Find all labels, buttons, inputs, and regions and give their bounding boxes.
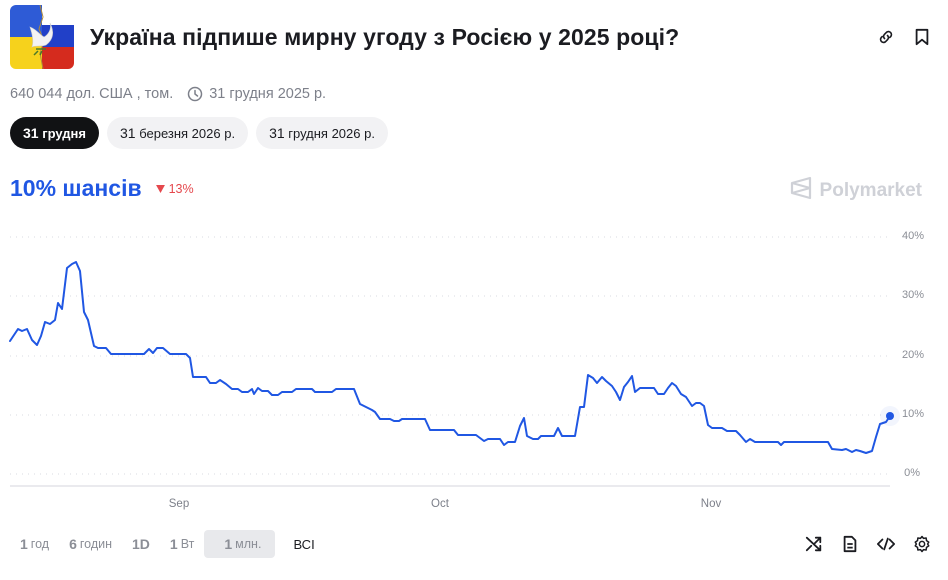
x-tick-nov: Nov (700, 498, 722, 510)
date-tab-31-december-2026[interactable]: 31 грудня 2026 р. (256, 117, 388, 149)
volume-text: 640 044 дол. США , том. (10, 86, 174, 102)
header-actions (876, 27, 932, 47)
document-icon[interactable] (840, 534, 860, 554)
bookmark-icon[interactable] (912, 27, 932, 47)
end-point-dot (886, 412, 894, 420)
y-tick-20: 20% (901, 349, 924, 361)
market-header: Україна підпише мирну угоду з Росією у 2… (10, 5, 940, 69)
polymarket-watermark: Polymarket (790, 176, 922, 206)
chance-value: 10% шансів (10, 175, 142, 201)
x-tick-oct: Oct (431, 498, 449, 510)
range-6-hours[interactable]: 6 годин (69, 536, 113, 552)
range-1-week[interactable]: 1 Вт (169, 536, 195, 552)
chance-delta: 13% (155, 182, 194, 196)
range-1-day[interactable]: 1D (132, 536, 150, 552)
y-tick-40: 40% (901, 230, 924, 242)
chart-actions (804, 534, 932, 554)
price-chart[interactable]: 40% 30% 20% 10% 0% Sep Oct Nov (0, 220, 948, 520)
polymarket-logo-icon (790, 176, 812, 206)
end-date-text: 31 грудня 2025 р. (209, 86, 327, 102)
y-tick-30: 30% (901, 289, 924, 301)
x-tick-sep: Sep (168, 498, 190, 510)
settings-gear-icon[interactable] (912, 534, 932, 554)
range-1-month[interactable]: 1 млн. (204, 530, 276, 558)
link-icon[interactable] (876, 27, 896, 47)
market-logo-image (10, 5, 74, 69)
price-line (9, 261, 891, 454)
y-tick-0: 0% (904, 467, 920, 479)
range-all[interactable]: ВСІ (293, 536, 315, 552)
time-range-selector: 1 год 6 годин 1D 1 Вт 1 млн. ВСІ (10, 530, 325, 558)
shuffle-icon[interactable] (804, 534, 824, 554)
y-tick-10: 10% (901, 408, 924, 420)
chart-canvas (9, 236, 900, 487)
embed-code-icon[interactable] (876, 534, 896, 554)
market-meta: 640 044 дол. США , том. 31 грудня 2025 р… (10, 86, 326, 102)
chance-summary: 10% шансів 13% (10, 175, 194, 202)
range-1-hour[interactable]: 1 год (20, 536, 50, 552)
date-tabs: 31 грудня 31 березня 2026 р. 31 грудня 2… (10, 117, 388, 149)
grid-lines (10, 236, 890, 475)
date-tab-31-march-2026[interactable]: 31 березня 2026 р. (106, 117, 249, 149)
date-tab-31-december[interactable]: 31 грудня (10, 117, 99, 149)
market-title: Україна підпише мирну угоду з Росією у 2… (90, 24, 680, 50)
triangle-down-icon (155, 182, 165, 196)
clock-icon (187, 86, 203, 102)
